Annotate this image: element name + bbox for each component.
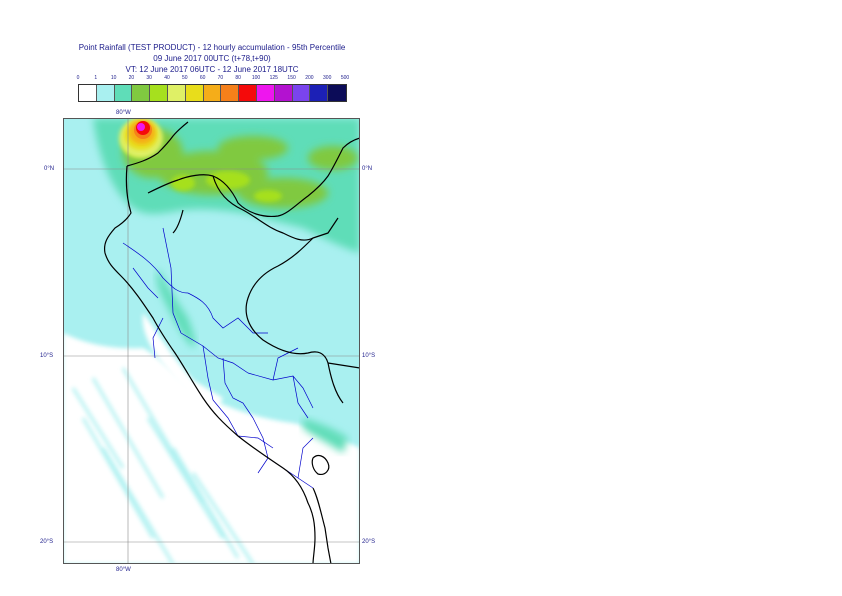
legend-label: 60 — [199, 75, 206, 81]
legend-swatch — [167, 85, 186, 101]
run-time: 09 June 2017 00UTC (t+78,t+90) — [153, 54, 271, 63]
legend-swatch — [132, 85, 151, 101]
lon-label-top: 80°W — [116, 110, 131, 116]
legend-label: 0 — [76, 75, 80, 81]
legend-label: 20 — [128, 75, 135, 81]
legend-swatch — [328, 85, 346, 101]
lat-label-0-left: 0°N — [44, 166, 55, 172]
lat-label-0-right: 0°N — [362, 166, 373, 172]
legend-label: 200 — [305, 75, 314, 81]
legend-swatch — [221, 85, 240, 101]
legend-label: 30 — [146, 75, 152, 81]
lon-label-bottom: 80°W — [116, 567, 131, 573]
legend-swatch — [292, 85, 311, 101]
bolivia-border — [327, 362, 360, 369]
legend-label: 300 — [323, 75, 332, 81]
northern-border — [126, 121, 189, 167]
heavy-rain-cell — [119, 118, 163, 158]
rainfall-map — [63, 118, 360, 564]
lat-label-20-right: 20°S — [362, 539, 376, 545]
graticule — [63, 118, 360, 564]
legend-swatch — [256, 85, 275, 101]
legend-swatch — [185, 85, 204, 101]
legend-label: 500 — [340, 75, 350, 81]
legend-labels: 0 1 10 20 30 40 50 60 70 80 100 125 150 200 300 500 — [0, 75, 842, 85]
admin-borders — [122, 227, 314, 489]
legend-label: 50 — [182, 75, 188, 81]
legend-swatch — [203, 85, 222, 101]
legend-swatch — [114, 85, 133, 101]
legend-swatch — [79, 85, 97, 101]
legend-swatch — [150, 85, 168, 101]
rain-10-20-andes — [156, 268, 196, 348]
lake-titicaca — [311, 454, 330, 475]
dry-coastal-strip — [142, 313, 223, 418]
legend-swatch — [239, 85, 257, 101]
ocean-streaks — [71, 367, 255, 564]
lat-label-20-left: 20°S — [40, 539, 54, 545]
chile-border — [312, 487, 332, 564]
legend-label: 40 — [164, 75, 170, 81]
rain-10-20-se — [303, 418, 348, 453]
legend-label: 100 — [251, 75, 261, 81]
lat-label-10-left: 10°S — [40, 353, 54, 359]
legend-label: 150 — [287, 75, 296, 81]
lat-label-10-right: 10°S — [362, 353, 376, 359]
legend-swatch — [310, 85, 329, 101]
legend-label: 80 — [235, 75, 241, 81]
chart-title: Point Rainfall (TEST PRODUCT) - 12 hourl… — [78, 43, 346, 52]
coastline — [103, 165, 316, 564]
ecuador-peru-border — [147, 137, 360, 218]
coastline-and-borders — [103, 121, 360, 564]
legend-label: 1 — [94, 75, 98, 81]
color-legend — [78, 84, 347, 102]
legend-swatch — [274, 85, 293, 101]
colombia-border — [212, 175, 339, 241]
legend-swatch — [96, 85, 115, 101]
legend-label: 10 — [110, 75, 117, 81]
legend-label: 70 — [217, 75, 224, 81]
valid-time: VT: 12 June 2017 06UTC - 12 June 2017 18… — [125, 65, 299, 74]
legend-label: 125 — [269, 75, 278, 81]
